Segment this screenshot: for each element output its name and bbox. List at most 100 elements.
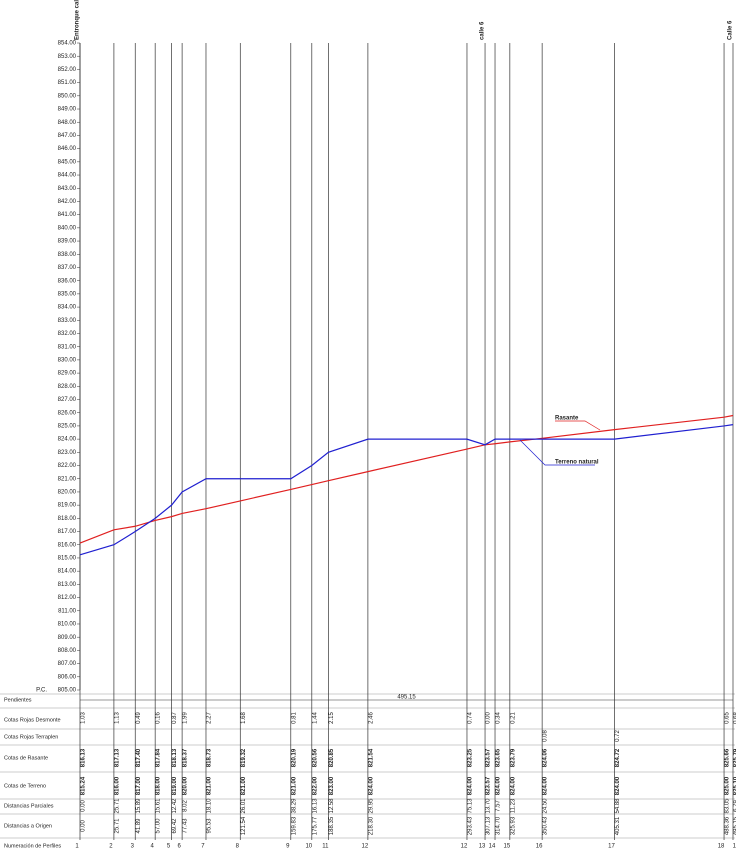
parcial-value: 8.02 bbox=[183, 800, 189, 812]
profile-number: 15 bbox=[503, 844, 510, 850]
profile-number: 9 bbox=[286, 844, 290, 850]
profile-number: 16 bbox=[536, 844, 543, 850]
parcial-value: 11.23 bbox=[510, 798, 516, 813]
desmonte-value: 0.87 bbox=[172, 712, 178, 724]
y-tick-label: 823.00 bbox=[58, 450, 77, 456]
y-tick-label: 838.00 bbox=[58, 252, 77, 258]
origen-value: 41.89 bbox=[136, 818, 142, 834]
origen-value: 95.53 bbox=[207, 818, 213, 834]
profile-number: 17 bbox=[608, 844, 615, 850]
y-tick-label: 810.00 bbox=[58, 622, 77, 628]
terreno-value: 824.00 bbox=[615, 776, 621, 795]
origen-value: 77.43 bbox=[183, 818, 189, 834]
y-tick-label: 829.00 bbox=[58, 371, 77, 377]
y-tick-label: 843.00 bbox=[58, 186, 77, 192]
y-tick-label: 848.00 bbox=[58, 120, 77, 126]
slope-length: 495.15 bbox=[397, 695, 416, 701]
row-label: Distancias Parciales bbox=[4, 803, 54, 809]
series-line bbox=[79, 424, 734, 556]
y-tick-label: 847.00 bbox=[58, 133, 77, 139]
terreno-value: 823.00 bbox=[329, 776, 335, 795]
y-tick-label: 853.00 bbox=[58, 54, 77, 60]
terreno-value: 823.57 bbox=[486, 776, 492, 795]
desmonte-value: 1.44 bbox=[312, 712, 318, 724]
y-tick-label: 831.00 bbox=[58, 344, 77, 350]
rasante-value: 824.72 bbox=[615, 748, 621, 767]
rasante-value: 824.06 bbox=[543, 748, 549, 767]
profile-number: 14 bbox=[489, 844, 496, 850]
y-tick-label: 811.00 bbox=[58, 608, 77, 614]
rasante-value: 820.19 bbox=[291, 748, 297, 767]
y-tick-label: 844.00 bbox=[58, 173, 77, 179]
rasante-value: 825.66 bbox=[725, 748, 731, 767]
row-label: Distancias a Origen bbox=[4, 823, 52, 829]
rasante-value: 820.85 bbox=[329, 748, 335, 767]
rasante-value: 818.73 bbox=[207, 748, 213, 767]
desmonte-value: 0.00 bbox=[486, 712, 492, 724]
terraplen-value: 0.72 bbox=[615, 730, 621, 742]
street-label: Calle 6 bbox=[728, 20, 734, 40]
rasante-value: 819.32 bbox=[241, 748, 247, 767]
rasante-value: 817.40 bbox=[136, 748, 142, 767]
desmonte-value: 0.16 bbox=[156, 712, 162, 724]
y-tick-label: 852.00 bbox=[58, 67, 77, 73]
y-tick-label: 807.00 bbox=[58, 661, 77, 667]
legend-leader bbox=[519, 439, 595, 466]
y-tick-label: 824.00 bbox=[58, 437, 77, 443]
origen-value: 188.35 bbox=[329, 816, 335, 835]
origen-value: 159.83 bbox=[291, 816, 297, 835]
origen-value: 69.42 bbox=[172, 818, 178, 834]
y-tick-label: 806.00 bbox=[58, 674, 77, 680]
desmonte-value: 0.68 bbox=[734, 712, 736, 724]
parcial-value: 25.71 bbox=[114, 798, 120, 814]
row-label: Cotas de Rasante bbox=[4, 755, 48, 761]
terreno-value: 825.10 bbox=[734, 776, 736, 795]
origen-value: 218.30 bbox=[368, 816, 374, 835]
terreno-value: 824.00 bbox=[496, 776, 502, 795]
parcial-value: 29.95 bbox=[368, 798, 374, 814]
y-tick-label: 812.00 bbox=[58, 595, 77, 601]
origen-value: 325.93 bbox=[510, 816, 516, 835]
origen-value: 121.54 bbox=[241, 816, 247, 835]
rasante-value: 820.56 bbox=[312, 748, 318, 767]
profile-number: 3 bbox=[131, 844, 135, 850]
origen-value: 293.43 bbox=[468, 816, 474, 835]
desmonte-value: 1.99 bbox=[183, 712, 189, 724]
desmonte-value: 1.03 bbox=[81, 712, 87, 724]
profile-number: 2 bbox=[109, 844, 113, 850]
terreno-value: 825.00 bbox=[725, 776, 731, 795]
terreno-value: 824.00 bbox=[368, 776, 374, 795]
desmonte-value: 0.74 bbox=[468, 712, 474, 724]
y-tick-label: 827.00 bbox=[58, 397, 77, 403]
rasante-value: 818.37 bbox=[183, 748, 189, 767]
y-tick-label: 818.00 bbox=[58, 516, 77, 522]
profile-number: 19 bbox=[733, 844, 736, 850]
rasante-value: 823.79 bbox=[510, 748, 516, 767]
desmonte-value: 0.21 bbox=[510, 712, 516, 724]
origen-value: 314.70 bbox=[496, 816, 502, 835]
terreno-value: 820.00 bbox=[183, 776, 189, 795]
y-tick-label: 813.00 bbox=[58, 582, 77, 588]
y-tick-label: 816.00 bbox=[58, 542, 77, 548]
y-tick-label: 854.00 bbox=[58, 41, 77, 47]
street-label: Entronque calle 7 bbox=[75, 0, 81, 40]
y-tick-label: 820.00 bbox=[58, 490, 77, 496]
profile-number: 6 bbox=[177, 844, 181, 850]
origen-value: 0.00 bbox=[81, 820, 87, 832]
y-tick-label: 821.00 bbox=[58, 476, 77, 482]
rasante-value: 821.54 bbox=[368, 748, 374, 767]
parcial-value: 54.88 bbox=[615, 798, 621, 814]
y-tick-label: 836.00 bbox=[58, 278, 77, 284]
rasante-value: 816.13 bbox=[81, 748, 87, 767]
origen-value: 405.31 bbox=[615, 816, 621, 835]
y-tick-label: 850.00 bbox=[58, 93, 77, 99]
row-label: Cotas Rojas Desmonte bbox=[4, 717, 61, 723]
y-tick-label: 840.00 bbox=[58, 225, 77, 231]
desmonte-value: 2.15 bbox=[329, 712, 335, 724]
profile-number: 4 bbox=[150, 844, 154, 850]
desmonte-value: 1.13 bbox=[114, 712, 120, 724]
y-tick-label: 851.00 bbox=[58, 80, 77, 86]
y-tick-label: 825.00 bbox=[58, 423, 77, 429]
rasante-value: 823.57 bbox=[486, 748, 492, 767]
